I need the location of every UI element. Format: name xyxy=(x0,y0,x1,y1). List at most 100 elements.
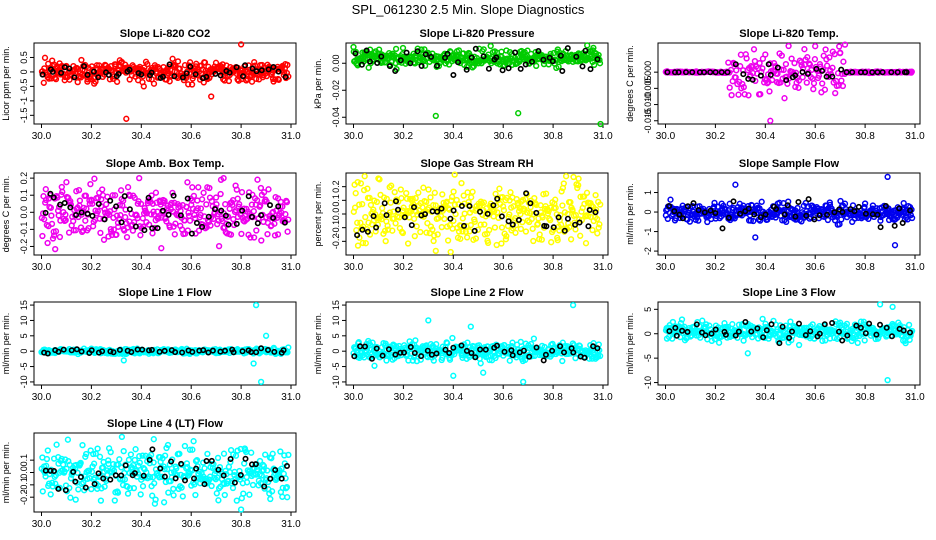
data-point xyxy=(212,194,220,201)
data-point xyxy=(418,353,425,360)
data-point xyxy=(418,62,425,69)
x-tick-label: 30.6 xyxy=(493,131,513,142)
data-point xyxy=(49,68,56,75)
data-point xyxy=(712,69,719,76)
data-point xyxy=(597,201,604,208)
data-point xyxy=(358,61,365,68)
data-point xyxy=(427,223,435,230)
data-point xyxy=(354,178,361,186)
data-point xyxy=(260,466,267,474)
data-point xyxy=(471,227,478,234)
data-point xyxy=(907,207,914,214)
data-point xyxy=(506,211,513,218)
data-point xyxy=(739,80,746,88)
data-point xyxy=(854,339,861,347)
data-point xyxy=(227,455,234,462)
series-reference xyxy=(41,345,287,357)
y-tick-label: 0.1 xyxy=(331,194,341,207)
data-point xyxy=(103,201,110,208)
data-point xyxy=(815,72,823,79)
data-point xyxy=(90,68,97,75)
panel-title: Slope Li-820 Temp. xyxy=(739,28,838,40)
data-point xyxy=(267,495,274,503)
data-point xyxy=(82,453,89,460)
data-point xyxy=(256,457,264,465)
data-point xyxy=(833,213,841,220)
data-point xyxy=(836,43,843,50)
data-point xyxy=(359,239,367,247)
x-tick-label: 31.0 xyxy=(593,262,613,273)
data-point xyxy=(178,484,185,491)
data-point xyxy=(535,47,542,54)
data-point xyxy=(579,63,586,70)
series-slope xyxy=(350,171,604,256)
data-point xyxy=(591,61,598,69)
outlier-point xyxy=(208,93,215,100)
outlier-point xyxy=(220,174,227,182)
panel-title: Slope Li-820 Pressure xyxy=(420,28,535,40)
data-point xyxy=(561,227,568,234)
data-point xyxy=(389,227,396,234)
data-point xyxy=(394,206,401,213)
data-point xyxy=(484,239,492,247)
data-point xyxy=(250,208,257,215)
data-point xyxy=(91,175,98,182)
data-point xyxy=(747,217,754,224)
x-tick-label: 30.4 xyxy=(444,131,464,142)
x-tick-label: 30.2 xyxy=(706,262,726,273)
data-point xyxy=(459,228,466,235)
y-axis-label: degrees C per min. xyxy=(1,176,11,253)
plot-frame xyxy=(33,172,297,256)
data-point xyxy=(116,346,123,353)
data-point xyxy=(381,200,388,207)
data-point xyxy=(151,224,159,232)
outlier-points xyxy=(123,41,245,122)
data-point xyxy=(206,184,213,192)
data-point xyxy=(371,362,378,369)
data-point xyxy=(203,457,210,464)
y-axis-label: degrees C per min. xyxy=(625,45,635,122)
data-point xyxy=(47,190,54,197)
data-point xyxy=(503,232,510,240)
data-point xyxy=(807,328,814,335)
y-axis-label: ml/min per min. xyxy=(625,313,635,375)
series-reference xyxy=(351,342,601,364)
data-point xyxy=(515,217,522,224)
data-point xyxy=(240,490,247,497)
data-point xyxy=(860,318,867,325)
data-point xyxy=(724,69,731,76)
data-point xyxy=(97,229,104,237)
x-tick-label: 30.4 xyxy=(444,262,464,273)
data-point xyxy=(60,346,67,353)
data-point xyxy=(191,481,198,488)
data-point xyxy=(756,59,763,67)
x-tick-label: 30.4 xyxy=(132,131,152,142)
data-point xyxy=(267,475,274,482)
x-tick-label: 31.0 xyxy=(905,392,925,403)
data-point xyxy=(67,475,75,482)
data-point xyxy=(73,212,80,219)
outlier-point xyxy=(237,506,245,513)
data-point xyxy=(454,59,461,66)
data-point xyxy=(550,224,557,231)
data-point xyxy=(282,211,289,218)
data-point xyxy=(55,212,62,219)
data-point xyxy=(564,45,571,52)
data-point xyxy=(567,199,574,206)
data-point xyxy=(455,228,463,235)
data-point xyxy=(804,54,811,61)
y-tick-label: 0.2 xyxy=(19,172,29,185)
data-point xyxy=(131,456,138,464)
data-point xyxy=(275,76,282,83)
data-point xyxy=(74,78,81,86)
data-point xyxy=(126,66,133,73)
data-point xyxy=(851,215,858,222)
data-point xyxy=(450,344,457,351)
data-point xyxy=(114,489,122,496)
y-tick-label: -0.015 xyxy=(643,108,653,134)
data-point xyxy=(146,347,153,354)
data-point xyxy=(831,50,838,58)
x-tick-label: 30.6 xyxy=(181,131,201,142)
data-point xyxy=(529,225,536,232)
data-point xyxy=(471,218,478,225)
